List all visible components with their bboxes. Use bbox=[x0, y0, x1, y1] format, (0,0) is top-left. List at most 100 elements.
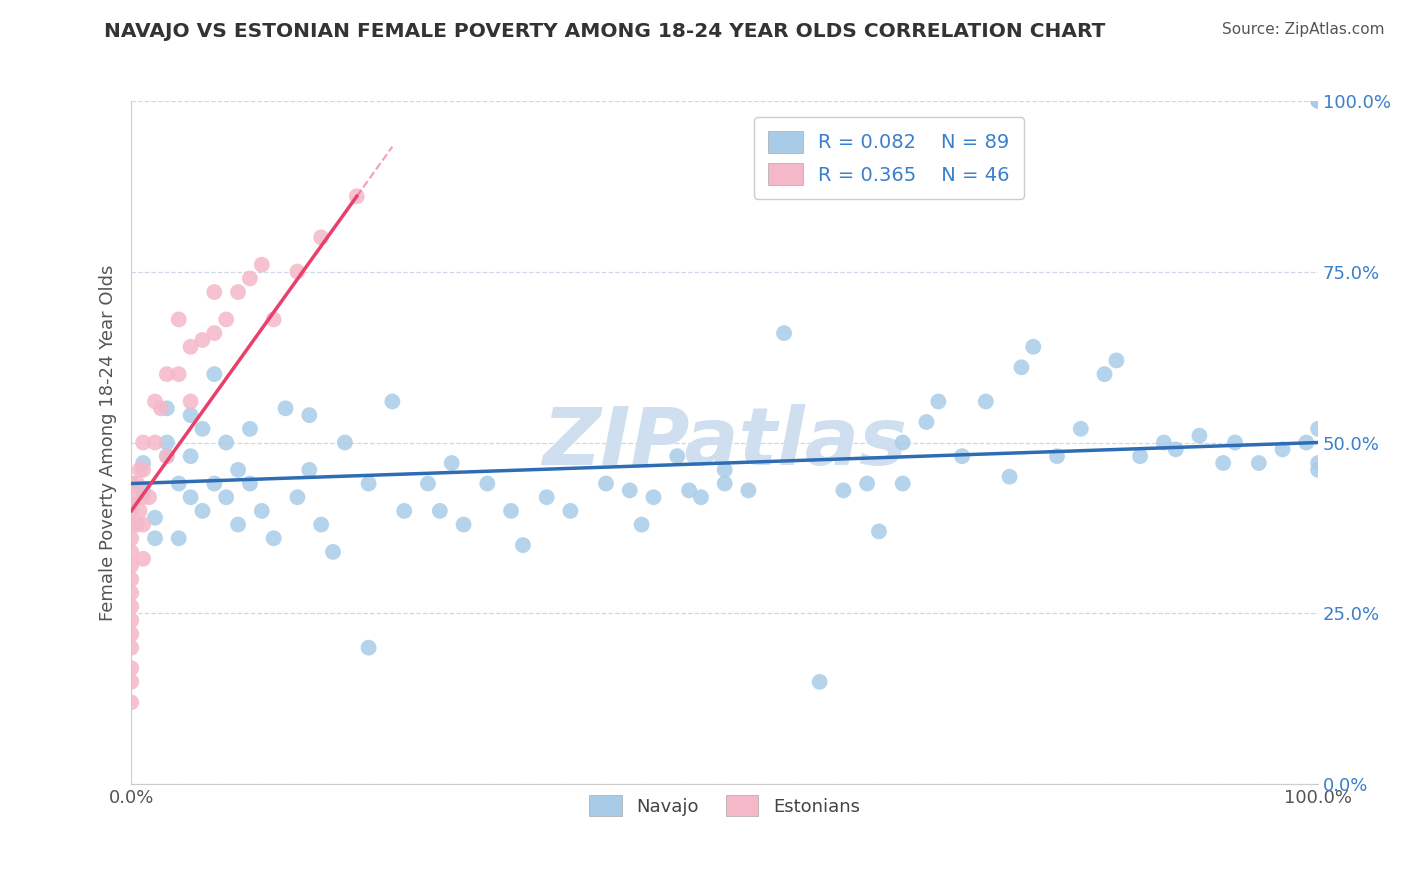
Y-axis label: Female Poverty Among 18-24 Year Olds: Female Poverty Among 18-24 Year Olds bbox=[100, 264, 117, 621]
Point bbox=[298, 463, 321, 477]
Point bbox=[156, 449, 179, 463]
Point bbox=[915, 415, 938, 429]
Point bbox=[120, 599, 142, 614]
Point bbox=[666, 449, 689, 463]
Point bbox=[250, 504, 273, 518]
Point bbox=[1010, 360, 1032, 375]
Point bbox=[333, 435, 356, 450]
Point bbox=[868, 524, 890, 539]
Point bbox=[1188, 428, 1211, 442]
Point bbox=[132, 517, 155, 532]
Point bbox=[322, 545, 344, 559]
Point bbox=[120, 586, 142, 600]
Point bbox=[1308, 463, 1330, 477]
Point bbox=[180, 394, 202, 409]
Point bbox=[127, 517, 149, 532]
Point bbox=[1070, 422, 1092, 436]
Text: ZIPatlas: ZIPatlas bbox=[543, 403, 907, 482]
Point bbox=[167, 476, 190, 491]
Point bbox=[128, 463, 150, 477]
Point bbox=[357, 476, 380, 491]
Point bbox=[120, 497, 142, 511]
Point bbox=[120, 661, 142, 675]
Point bbox=[156, 401, 179, 416]
Point bbox=[226, 517, 249, 532]
Point bbox=[1212, 456, 1234, 470]
Point bbox=[298, 408, 321, 422]
Point bbox=[856, 476, 879, 491]
Point bbox=[1247, 456, 1270, 470]
Point bbox=[346, 189, 368, 203]
Point bbox=[120, 640, 142, 655]
Point bbox=[832, 483, 855, 498]
Point bbox=[250, 258, 273, 272]
Point bbox=[1022, 340, 1045, 354]
Point bbox=[737, 483, 759, 498]
Point bbox=[536, 490, 558, 504]
Point bbox=[132, 483, 155, 498]
Point bbox=[263, 531, 285, 545]
Point bbox=[191, 422, 214, 436]
Point bbox=[1046, 449, 1069, 463]
Point bbox=[156, 367, 179, 381]
Point bbox=[1308, 422, 1330, 436]
Point bbox=[143, 394, 166, 409]
Point bbox=[120, 613, 142, 627]
Point bbox=[263, 312, 285, 326]
Point bbox=[477, 476, 499, 491]
Point bbox=[127, 476, 149, 491]
Point bbox=[773, 326, 796, 340]
Point bbox=[167, 367, 190, 381]
Point bbox=[287, 264, 309, 278]
Point bbox=[191, 333, 214, 347]
Point bbox=[180, 449, 202, 463]
Point bbox=[950, 449, 973, 463]
Point bbox=[1308, 94, 1330, 108]
Point bbox=[1094, 367, 1116, 381]
Point bbox=[120, 572, 142, 586]
Point bbox=[429, 504, 451, 518]
Point bbox=[998, 469, 1021, 483]
Point bbox=[215, 312, 238, 326]
Point bbox=[156, 435, 179, 450]
Point bbox=[357, 640, 380, 655]
Point bbox=[713, 463, 735, 477]
Point bbox=[191, 504, 214, 518]
Point bbox=[138, 490, 160, 504]
Point bbox=[143, 435, 166, 450]
Point bbox=[560, 504, 582, 518]
Point bbox=[143, 510, 166, 524]
Point bbox=[120, 627, 142, 641]
Point bbox=[215, 490, 238, 504]
Point bbox=[309, 230, 332, 244]
Point bbox=[927, 394, 949, 409]
Point bbox=[678, 483, 700, 498]
Point bbox=[630, 517, 652, 532]
Point bbox=[595, 476, 617, 491]
Point bbox=[891, 435, 914, 450]
Point bbox=[120, 558, 142, 573]
Point bbox=[239, 271, 262, 285]
Point bbox=[619, 483, 641, 498]
Point bbox=[1153, 435, 1175, 450]
Point bbox=[274, 401, 297, 416]
Point bbox=[891, 476, 914, 491]
Point bbox=[120, 695, 142, 709]
Point bbox=[1308, 94, 1330, 108]
Point bbox=[120, 517, 142, 532]
Point bbox=[226, 463, 249, 477]
Point bbox=[1308, 456, 1330, 470]
Point bbox=[167, 531, 190, 545]
Point bbox=[167, 312, 190, 326]
Point bbox=[180, 490, 202, 504]
Text: Source: ZipAtlas.com: Source: ZipAtlas.com bbox=[1222, 22, 1385, 37]
Point bbox=[690, 490, 713, 504]
Point bbox=[202, 367, 225, 381]
Point bbox=[120, 490, 142, 504]
Point bbox=[1271, 442, 1294, 457]
Point bbox=[808, 674, 831, 689]
Point bbox=[180, 340, 202, 354]
Point bbox=[974, 394, 997, 409]
Point bbox=[215, 435, 238, 450]
Point bbox=[132, 435, 155, 450]
